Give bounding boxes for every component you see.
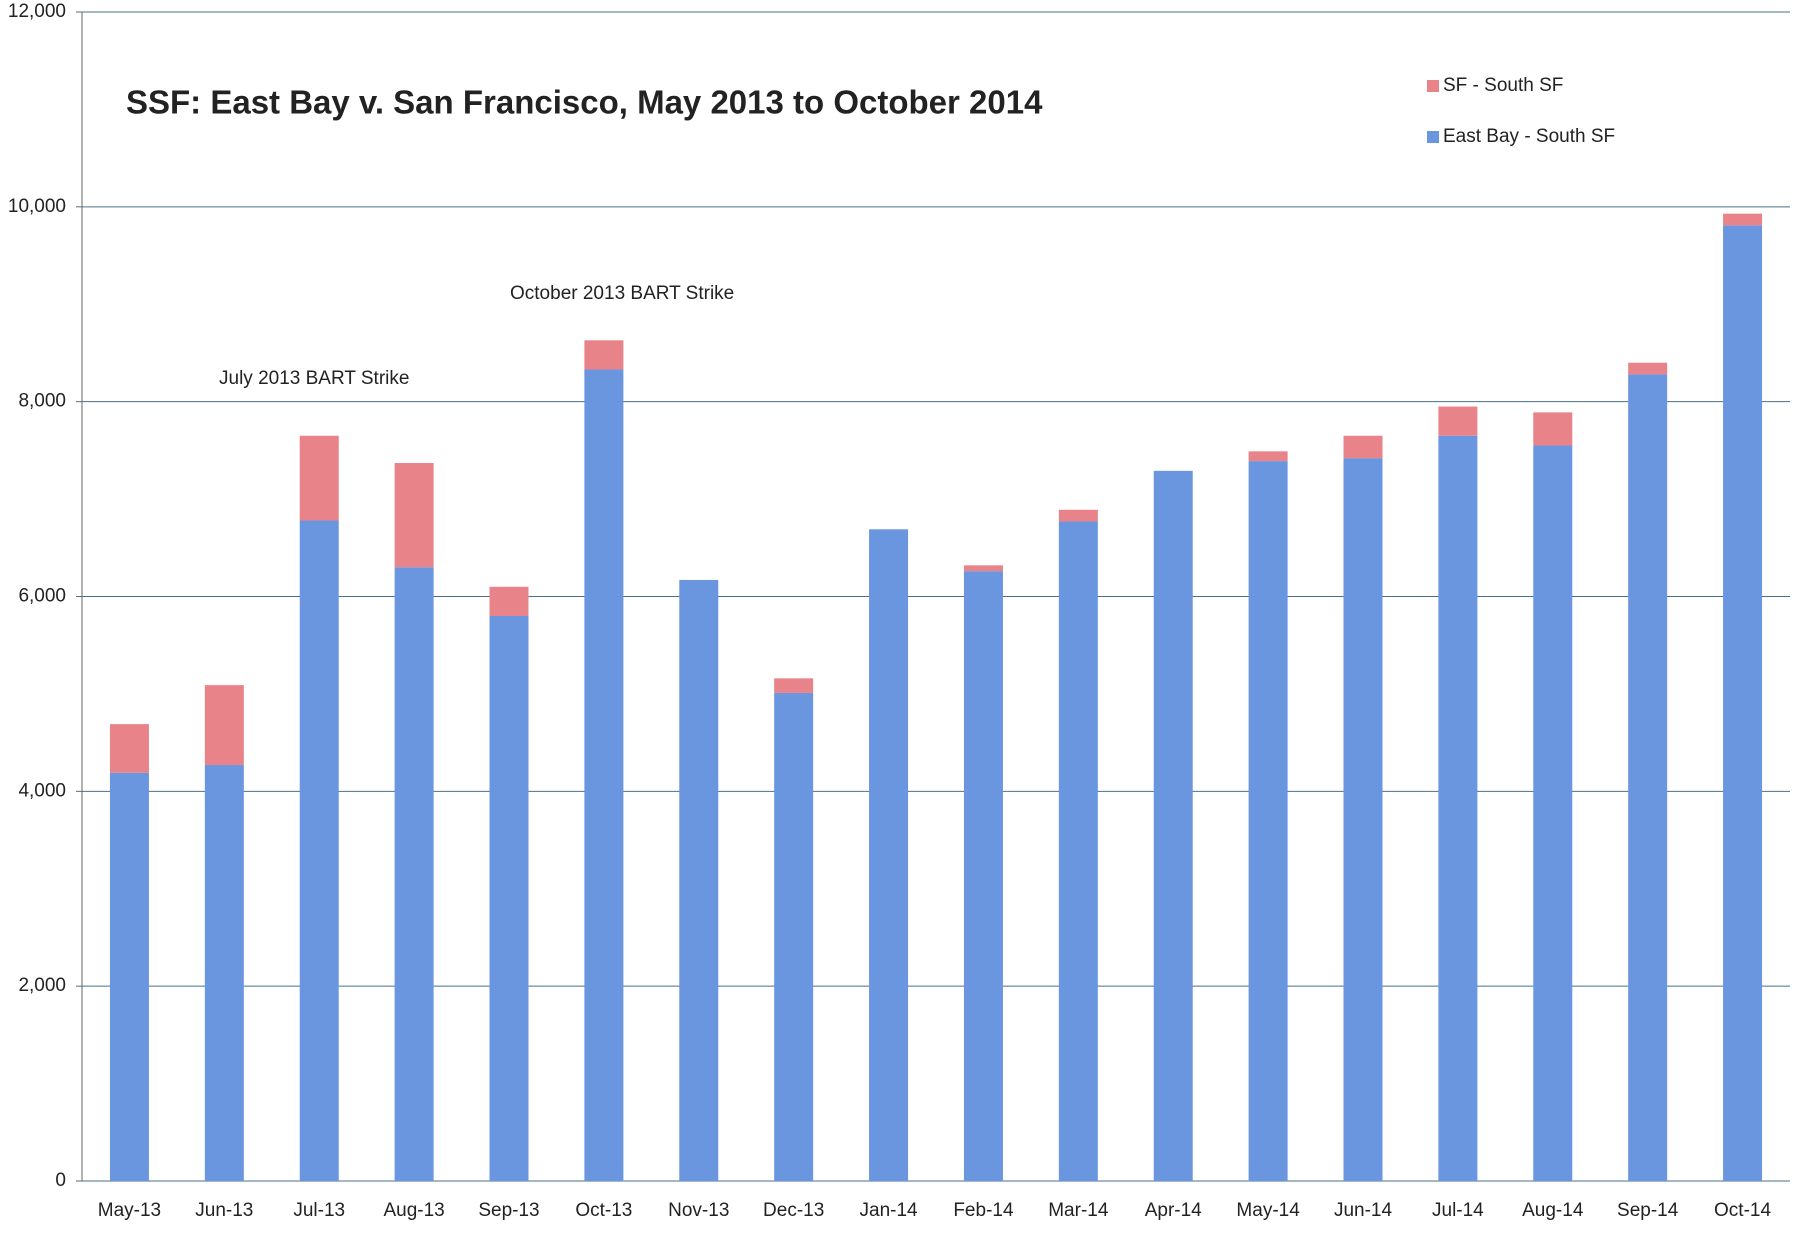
- bar-segment: [584, 340, 624, 370]
- bar-segment: [299, 435, 339, 521]
- bar-segment: [1628, 374, 1668, 1181]
- bar-segment: [1723, 225, 1763, 1181]
- bar-segment: [489, 586, 529, 616]
- bar-segment: [1723, 213, 1763, 226]
- bar-segment: [1058, 521, 1098, 1181]
- x-tick-label: Nov-13: [668, 1200, 729, 1221]
- bar-segment: [394, 463, 434, 568]
- x-tick-label: Aug-14: [1522, 1200, 1584, 1221]
- x-tick-label: Dec-13: [763, 1200, 824, 1221]
- x-tick-label: Jun-13: [195, 1200, 253, 1221]
- bar-segment: [774, 692, 814, 1181]
- bar-segment: [584, 369, 624, 1181]
- bar-segment: [869, 529, 909, 1181]
- x-tick-label: Feb-14: [953, 1200, 1014, 1221]
- legend-label: SF - South SF: [1443, 75, 1563, 96]
- bar-segment: [1438, 406, 1478, 436]
- bar-segment: [679, 579, 719, 1181]
- x-tick-label: Jan-14: [860, 1200, 919, 1221]
- bar-segment: [1153, 470, 1193, 1181]
- y-tick-label: 12,000: [8, 1, 66, 22]
- bar-segment: [109, 724, 149, 773]
- bar-segment: [394, 567, 434, 1181]
- legend-swatch: [1427, 80, 1439, 92]
- bar-segment: [1343, 458, 1383, 1181]
- bar-segment: [1343, 435, 1383, 459]
- x-tick-label: May-13: [98, 1200, 161, 1221]
- bar-segment: [1058, 509, 1098, 522]
- y-tick-label: 0: [55, 1170, 66, 1191]
- y-tick-label: 2,000: [18, 975, 66, 996]
- y-tick-label: 10,000: [8, 196, 66, 217]
- bar-segment: [1248, 451, 1288, 462]
- annotation: October 2013 BART Strike: [510, 283, 734, 304]
- bar-segment: [1248, 461, 1288, 1181]
- bar-segment: [204, 765, 244, 1181]
- x-tick-label: Jul-13: [293, 1200, 345, 1221]
- x-tick-label: Aug-13: [383, 1200, 444, 1221]
- y-tick-label: 4,000: [18, 780, 66, 801]
- bar-segment: [963, 571, 1003, 1181]
- annotation: July 2013 BART Strike: [219, 368, 409, 389]
- x-tick-label: Oct-14: [1714, 1200, 1771, 1221]
- chart-title: SSF: East Bay v. San Francisco, May 2013…: [126, 84, 1043, 121]
- legend-swatch: [1427, 131, 1439, 143]
- y-tick-label: 6,000: [18, 586, 66, 607]
- bar-segment: [1628, 362, 1668, 375]
- bar-segment: [1533, 445, 1573, 1182]
- x-tick-label: Jul-14: [1432, 1200, 1484, 1221]
- bar-segment: [204, 685, 244, 766]
- legend-label: East Bay - South SF: [1443, 126, 1615, 147]
- x-tick-label: Sep-13: [478, 1200, 539, 1221]
- bar-segment: [489, 615, 529, 1181]
- bar-segment: [1438, 435, 1478, 1181]
- x-tick-label: May-14: [1236, 1200, 1300, 1221]
- y-tick-label: 8,000: [18, 391, 66, 412]
- bar-segment: [1533, 412, 1573, 446]
- x-tick-label: Jun-14: [1334, 1200, 1393, 1221]
- bar-segment: [299, 520, 339, 1181]
- bar-segment: [109, 772, 149, 1181]
- x-tick-label: Apr-14: [1145, 1200, 1202, 1221]
- bar-segment: [774, 678, 814, 693]
- x-tick-label: Mar-14: [1048, 1200, 1109, 1221]
- x-tick-label: Oct-13: [575, 1200, 632, 1221]
- x-tick-label: Sep-14: [1617, 1200, 1679, 1221]
- bar-segment: [963, 565, 1003, 572]
